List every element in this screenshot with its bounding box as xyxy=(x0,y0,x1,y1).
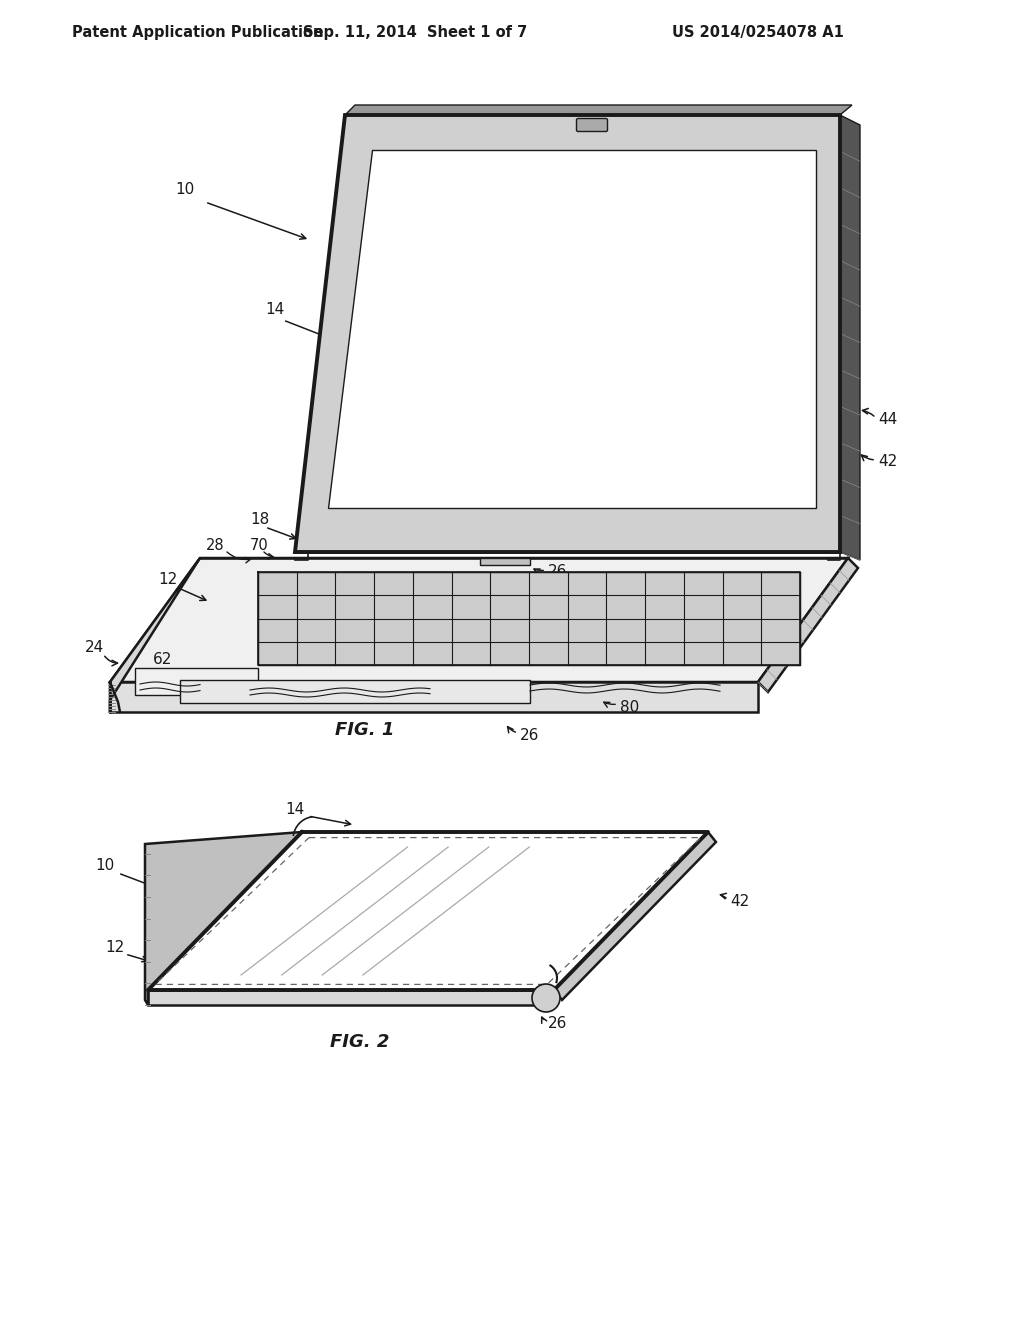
Text: 10: 10 xyxy=(95,858,115,873)
Text: 24: 24 xyxy=(85,639,104,655)
Text: 66: 66 xyxy=(265,688,285,702)
Circle shape xyxy=(532,983,560,1012)
Polygon shape xyxy=(258,572,800,665)
Polygon shape xyxy=(840,115,860,560)
Polygon shape xyxy=(145,832,302,1005)
Polygon shape xyxy=(135,668,258,696)
Polygon shape xyxy=(480,558,530,565)
FancyBboxPatch shape xyxy=(577,119,607,132)
Text: 80: 80 xyxy=(620,700,639,714)
Text: 70: 70 xyxy=(250,537,268,553)
Text: 26: 26 xyxy=(548,1015,567,1031)
Text: 16: 16 xyxy=(550,322,569,338)
Text: 44: 44 xyxy=(878,412,897,428)
Text: 18: 18 xyxy=(251,512,269,528)
Text: 12: 12 xyxy=(159,573,177,587)
Polygon shape xyxy=(328,150,816,508)
Polygon shape xyxy=(148,832,708,990)
Text: Sep. 11, 2014  Sheet 1 of 7: Sep. 11, 2014 Sheet 1 of 7 xyxy=(303,25,527,40)
Text: 62: 62 xyxy=(154,652,173,668)
Text: FIG. 2: FIG. 2 xyxy=(331,1034,390,1051)
Polygon shape xyxy=(554,832,716,1001)
Text: 28: 28 xyxy=(206,537,224,553)
Polygon shape xyxy=(180,680,530,704)
Text: 42: 42 xyxy=(730,895,750,909)
Polygon shape xyxy=(110,558,848,682)
Text: 42: 42 xyxy=(878,454,897,470)
Text: US 2014/0254078 A1: US 2014/0254078 A1 xyxy=(672,25,844,40)
Text: 12: 12 xyxy=(105,940,125,956)
Polygon shape xyxy=(110,558,200,711)
Text: Patent Application Publication: Patent Application Publication xyxy=(72,25,324,40)
Text: 26: 26 xyxy=(520,727,540,742)
Text: 14: 14 xyxy=(286,803,304,817)
Text: FIG. 1: FIG. 1 xyxy=(335,721,394,739)
Polygon shape xyxy=(758,558,858,692)
Text: 14: 14 xyxy=(265,302,285,318)
Polygon shape xyxy=(148,990,554,1005)
Polygon shape xyxy=(345,106,852,115)
Text: 26: 26 xyxy=(548,565,567,579)
Polygon shape xyxy=(295,115,840,552)
Text: 10: 10 xyxy=(175,182,195,198)
Polygon shape xyxy=(110,682,758,711)
